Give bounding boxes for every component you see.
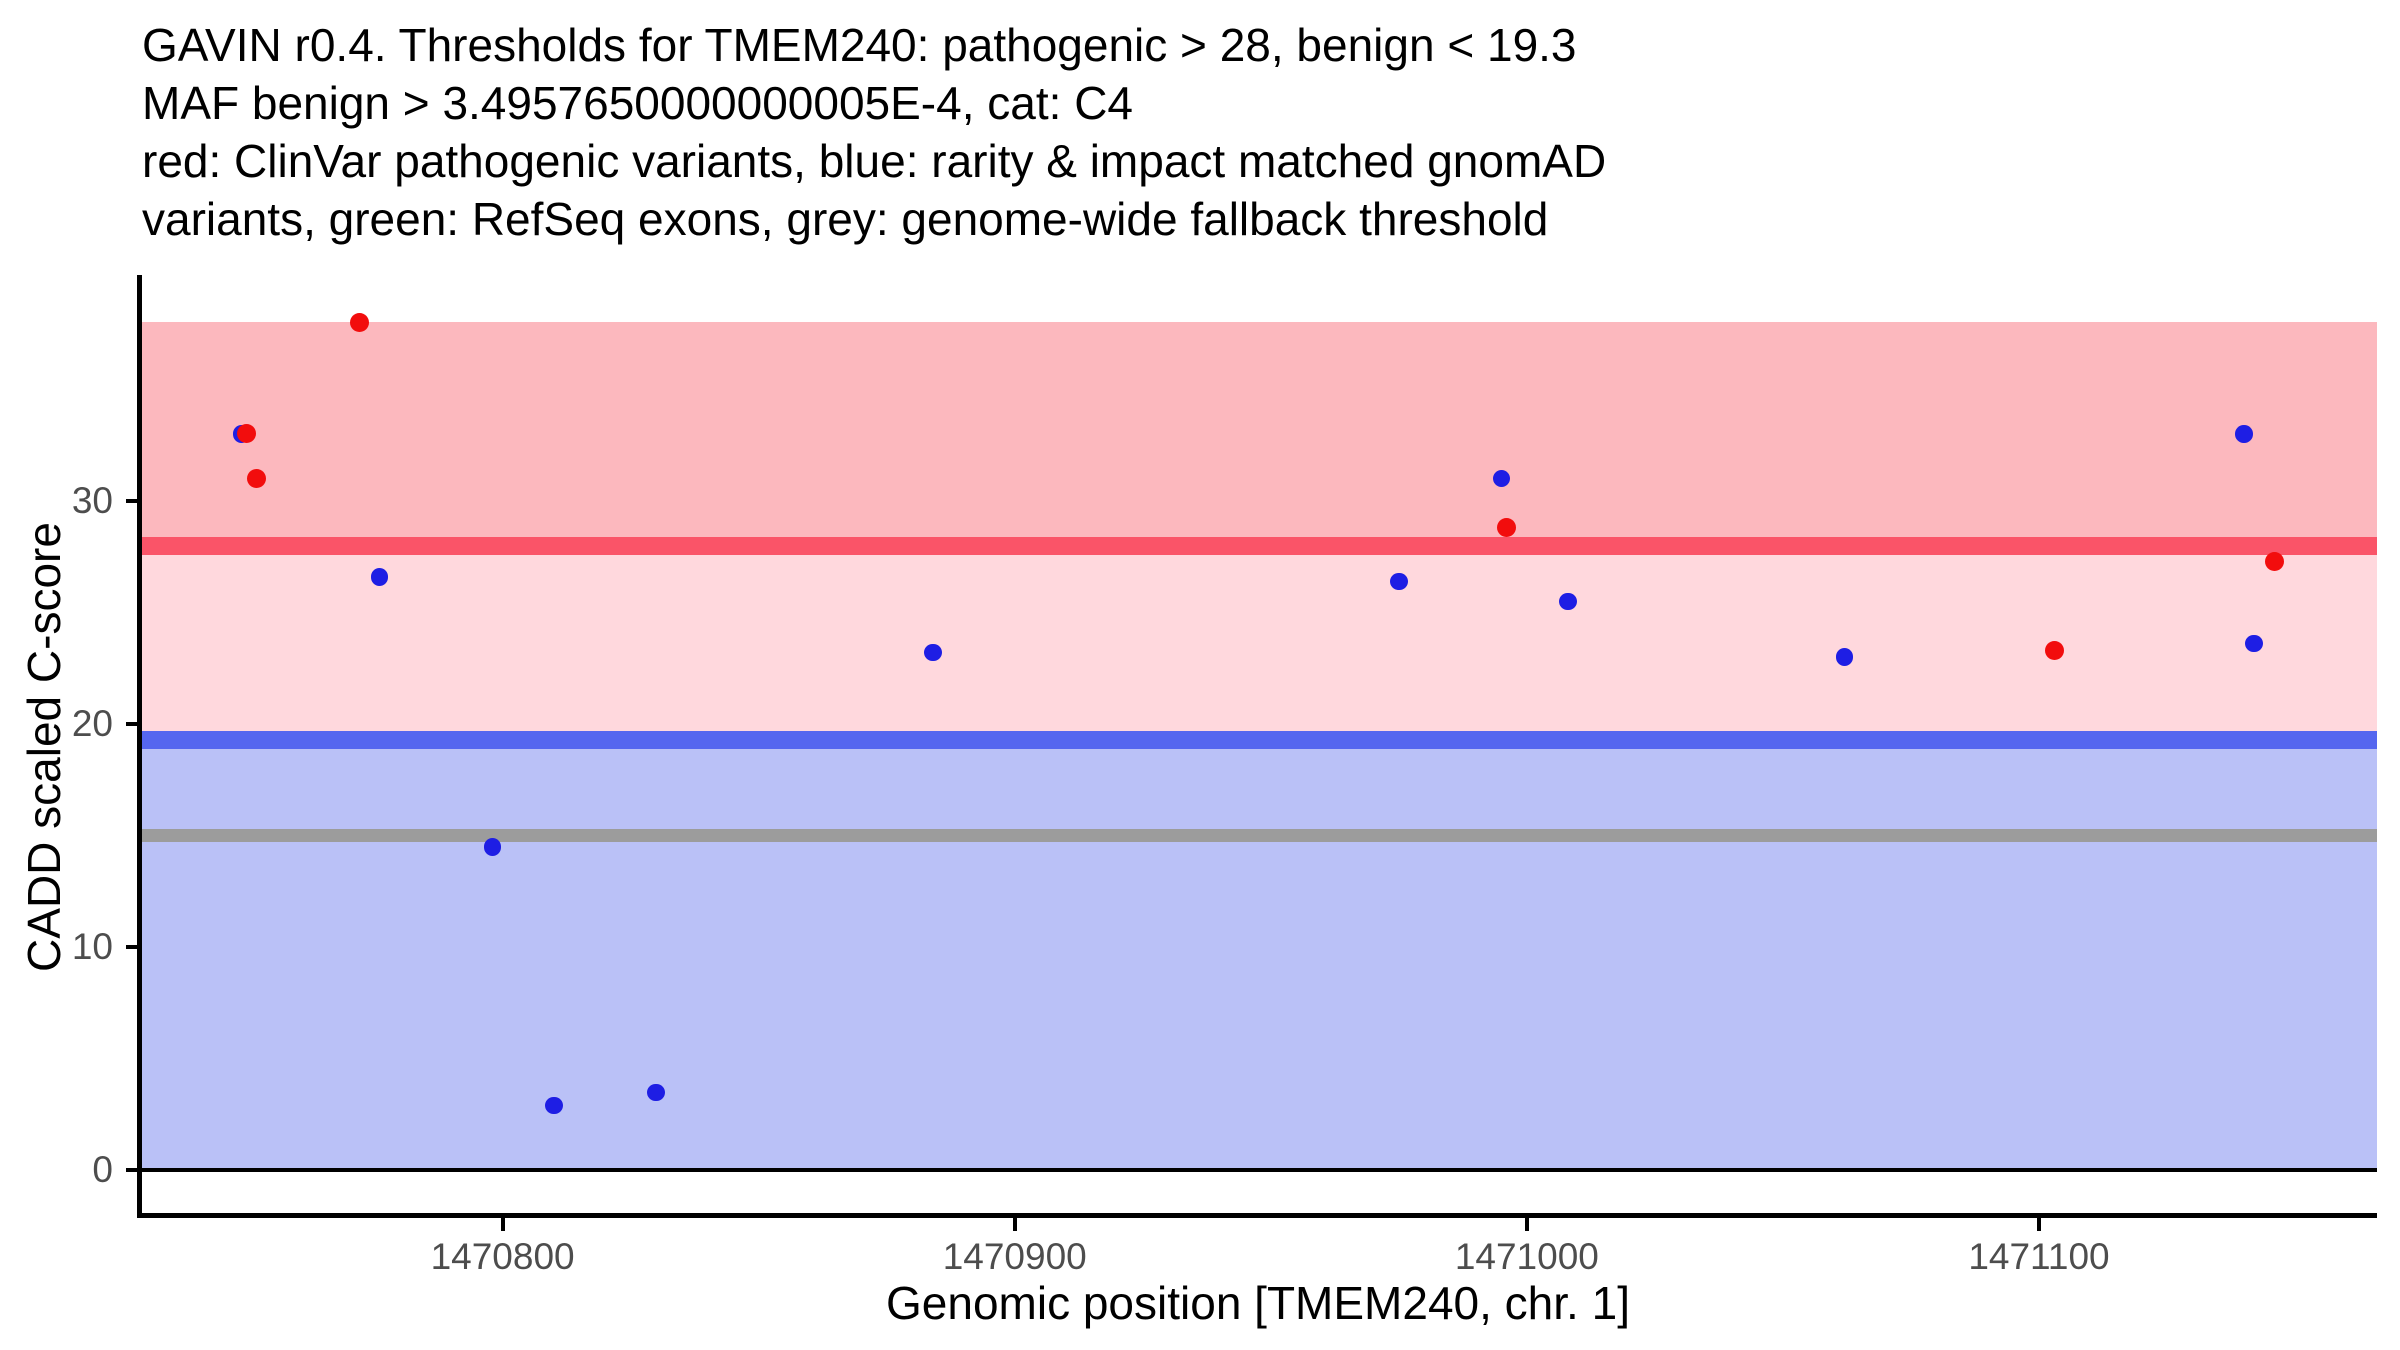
x-tick-mark [1012,1218,1017,1231]
genome-wide-fallback-threshold-line [139,829,2377,843]
gnomad-variant-point [1835,648,1854,666]
gnomad-variant-point [483,838,502,856]
benign-region-band [139,739,2377,1171]
plot-title: GAVIN r0.4. Thresholds for TMEM240: path… [142,16,1606,248]
x-tick-label: 1471000 [1454,1236,1599,1277]
clinvar-pathogenic-point [1496,518,1516,538]
y-axis-title: CADD scaled C-score [18,522,70,972]
y-tick-label: 0 [92,1149,113,1191]
x-tick-label: 1470800 [430,1236,575,1277]
clinvar-pathogenic-point [2044,640,2064,660]
gnomad-variant-point [647,1083,665,1102]
x-tick-label: 1471100 [1968,1236,2110,1277]
gnomad-variant-point [1492,469,1510,488]
zero-baseline-line [139,1168,2377,1173]
y-tick-label: 20 [71,703,113,745]
y-tick-label: 10 [71,926,113,968]
clinvar-pathogenic-point [237,424,257,444]
x-axis-title: Genomic position [TMEM240, chr. 1] [886,1277,1630,1329]
intermediate-region-band [139,545,2377,740]
x-tick-mark [2036,1218,2041,1231]
plot-title-line-2: MAF benign > 3.4957650000000005E-4, cat:… [142,77,1133,129]
pathogenic-threshold-line [139,536,2377,555]
y-tick-mark [126,945,139,950]
x-tick-mark [1524,1218,1529,1231]
clinvar-pathogenic-point [2265,551,2285,571]
gnomad-variant-point [1559,592,1577,611]
y-axis-line [137,275,142,1218]
x-tick-mark [500,1218,505,1231]
x-axis-line [137,1213,2377,1218]
y-tick-mark [126,1168,139,1173]
gnomad-variant-point [924,643,942,662]
gnomad-variant-point [545,1096,563,1115]
gnomad-variant-point [370,568,389,586]
clinvar-pathogenic-point [247,469,267,489]
plot-title-line-1: GAVIN r0.4. Thresholds for TMEM240: path… [142,19,1577,71]
gnomad-variant-point [1390,572,1408,590]
plot-title-line-4: variants, green: RefSeq exons, grey: gen… [142,193,1549,245]
gnomad-variant-point [2235,425,2253,443]
y-tick-mark [126,722,139,727]
gnomad-variant-point [2245,634,2263,653]
y-tick-label: 30 [71,479,113,521]
pathogenic-region-band [139,322,2377,546]
benign-threshold-line [139,730,2377,749]
x-tick-label: 1470900 [942,1236,1087,1277]
plot-title-line-3: red: ClinVar pathogenic variants, blue: … [142,135,1607,187]
clinvar-pathogenic-point [349,312,369,332]
y-tick-mark [126,498,139,503]
